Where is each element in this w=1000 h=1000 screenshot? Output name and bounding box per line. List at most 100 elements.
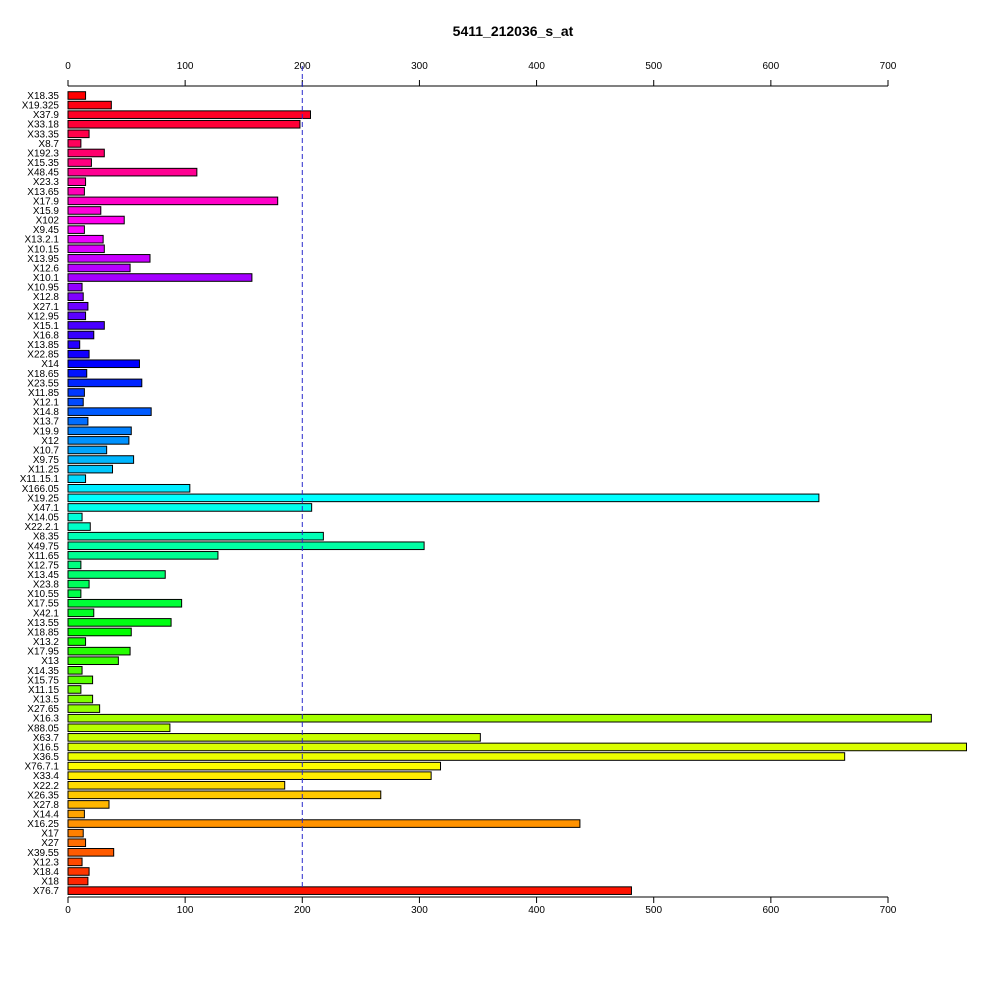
bar-X8.35 (67, 531, 324, 541)
bar-X47.1 (67, 503, 313, 512)
bar-X76.7.1 (67, 761, 442, 771)
category-label: X33.4 (33, 771, 60, 782)
category-label: X12.3 (33, 857, 60, 868)
bar-X27.65 (67, 704, 101, 713)
category-label: X10.7 (33, 445, 60, 456)
category-label: X14.4 (33, 810, 60, 821)
bar-X19.325 (67, 100, 112, 110)
bar-X102 (67, 215, 125, 225)
bar-X22.85 (67, 349, 90, 359)
category-label: X12.6 (33, 263, 60, 274)
bottom-axis-tick-label: 400 (528, 905, 545, 916)
category-label: X18.4 (33, 867, 60, 878)
bar-X12.75 (67, 560, 82, 570)
chart-title: 5411_212036_s_at (453, 23, 574, 39)
bar-X23.3 (67, 177, 87, 187)
bar-X23.8 (67, 579, 90, 589)
bar-X13 (67, 656, 119, 666)
bar-X9.45 (67, 225, 85, 234)
category-label: X14.8 (33, 407, 60, 418)
bar-X18.85 (67, 627, 132, 637)
category-label: X16.3 (33, 714, 60, 725)
bottom-axis-tick-label: 200 (294, 905, 311, 916)
category-label: X192.3 (27, 148, 59, 159)
category-label: X8.7 (38, 139, 59, 150)
bar-X18.35 (67, 91, 87, 100)
category-label: X10.95 (27, 283, 59, 294)
top-axis-tick-label: 100 (177, 61, 194, 72)
category-label: X27.8 (33, 800, 60, 811)
bar-X16.25 (67, 819, 581, 828)
bar-X14.8 (67, 407, 152, 416)
category-label: X17.9 (33, 196, 60, 207)
category-label: X9.75 (33, 455, 60, 466)
bar-X16.3 (67, 713, 932, 723)
bar-X33.4 (67, 771, 432, 780)
bar-X15.35 (67, 158, 92, 167)
category-label: X11.25 (28, 465, 59, 476)
bar-X11.85 (67, 388, 85, 397)
category-label: X63.7 (33, 733, 60, 744)
bar-X8.7 (67, 139, 82, 148)
bar-X17 (67, 828, 84, 838)
bar-X11.15.1 (67, 474, 87, 483)
bar-X22.2.1 (67, 522, 91, 531)
category-label: X14.35 (27, 666, 59, 677)
category-label: X8.35 (33, 532, 60, 543)
category-label: X12.75 (27, 560, 59, 571)
bar-X10.1 (67, 273, 253, 282)
bar-X26.35 (67, 790, 382, 800)
bar-X27 (67, 838, 87, 848)
bar-X27.8 (67, 800, 110, 809)
bar-X10.95 (67, 282, 83, 292)
bar-X19.9 (67, 426, 132, 436)
bar-X12.8 (67, 292, 84, 301)
category-label: X23.8 (33, 580, 60, 591)
category-label: X26.35 (27, 790, 59, 801)
category-label: X16.25 (27, 819, 59, 830)
category-label: X13.85 (27, 340, 59, 351)
category-label: X27.65 (27, 704, 59, 715)
category-label: X47.1 (33, 503, 60, 514)
bottom-axis: 0 100 200 300 400 500 600 700 (65, 896, 897, 916)
category-label: X19.9 (33, 426, 60, 437)
category-label: X17.95 (27, 647, 59, 658)
bar-X166.05 (67, 483, 191, 493)
category-label: X33.18 (27, 120, 59, 131)
bar-X15.1 (67, 321, 105, 330)
category-label: X13.5 (33, 695, 60, 706)
top-axis-tick-label: 0 (65, 61, 71, 72)
category-label: X166.05 (22, 484, 60, 495)
bar-X49.75 (67, 541, 425, 551)
bar-X15.9 (67, 206, 102, 215)
bar-X33.35 (67, 129, 90, 139)
category-label: X39.55 (27, 848, 59, 859)
bar-X48.45 (67, 167, 198, 177)
bar-X33.18 (67, 119, 301, 129)
bar-X18 (67, 876, 89, 886)
bar-X17.55 (67, 598, 183, 608)
bar-X13.95 (67, 254, 151, 263)
bar-X9.75 (67, 455, 135, 464)
bar-X42.1 (67, 608, 95, 618)
category-label: X18.85 (27, 627, 59, 638)
category-label: X15.1 (33, 321, 60, 332)
category-label: X33.35 (27, 129, 59, 140)
bar-X11.25 (67, 464, 114, 474)
bar-X14 (67, 359, 140, 369)
bar-X13.2.1 (67, 234, 104, 244)
top-axis-tick-label: 700 (880, 61, 897, 72)
category-label: X18.35 (27, 91, 59, 102)
bar-X14.4 (67, 809, 85, 819)
bottom-axis-tick-label: 300 (411, 905, 428, 916)
category-label: X17.55 (27, 599, 59, 610)
top-axis-tick-label: 500 (645, 61, 662, 72)
bar-X22.2 (67, 780, 286, 790)
bottom-axis-tick-label: 600 (763, 905, 780, 916)
bottom-axis-tick-label: 700 (880, 905, 897, 916)
bar-X12.1 (67, 397, 84, 407)
bar-X13.7 (67, 416, 89, 426)
category-label: X76.7.1 (25, 762, 60, 773)
top-axis-tick-label: 300 (411, 61, 428, 72)
